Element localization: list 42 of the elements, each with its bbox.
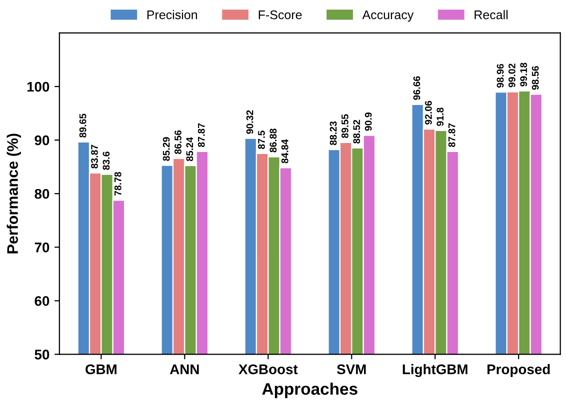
- data-label: 99.18: [520, 62, 528, 86]
- y-tick-label: 70: [34, 242, 50, 252]
- legend-label: Accuracy: [362, 10, 414, 22]
- legend-label: F-Score: [258, 10, 302, 20]
- data-label: 89.55: [342, 114, 348, 138]
- data-label: 88.23: [330, 121, 337, 146]
- x-tick-label: SVM: [336, 364, 366, 374]
- x-tick-label: ANN: [170, 364, 199, 374]
- data-label: 78.78: [114, 172, 122, 196]
- data-label: 96.66: [413, 76, 420, 100]
- data-label: 83.87: [91, 144, 98, 168]
- y-tick-label: 80: [34, 188, 50, 199]
- x-axis-title: Approaches: [262, 382, 358, 398]
- x-tick-label: XGBoost: [238, 364, 298, 374]
- data-label: 86.88: [270, 128, 277, 152]
- y-tick-label: 60: [34, 296, 50, 306]
- data-label: 87.87: [448, 123, 456, 148]
- y-tick-label: 100: [27, 82, 50, 92]
- data-label: 83.6: [102, 152, 110, 170]
- y-axis-title: Performance (%): [6, 134, 21, 254]
- data-label: 85.29: [162, 137, 170, 161]
- data-label: 98.96: [496, 64, 504, 88]
- legend-label: Precision: [147, 10, 197, 20]
- data-label: 88.52: [353, 120, 360, 144]
- data-label: 84.84: [281, 139, 288, 164]
- data-label: 90.32: [246, 110, 254, 134]
- data-label: 87.87: [198, 123, 205, 148]
- data-label: 98.56: [532, 66, 539, 90]
- x-tick-label: GBM: [86, 364, 116, 374]
- data-label: 89.65: [79, 114, 86, 138]
- data-label: 85.24: [186, 137, 194, 162]
- data-label: 91.8: [436, 108, 444, 126]
- data-label: 99.02: [508, 64, 516, 88]
- x-tick-label: LightGBM: [402, 364, 468, 378]
- data-label: 92.06: [424, 100, 432, 125]
- data-label: 90.9: [364, 112, 372, 131]
- x-tick-label: Proposed: [488, 364, 550, 377]
- data-label: 86.56: [174, 130, 182, 154]
- legend-label: Recall: [474, 10, 508, 20]
- y-tick-label: 90: [34, 135, 50, 146]
- y-tick-label: 50: [34, 350, 50, 360]
- data-label: 87.5: [258, 130, 265, 149]
